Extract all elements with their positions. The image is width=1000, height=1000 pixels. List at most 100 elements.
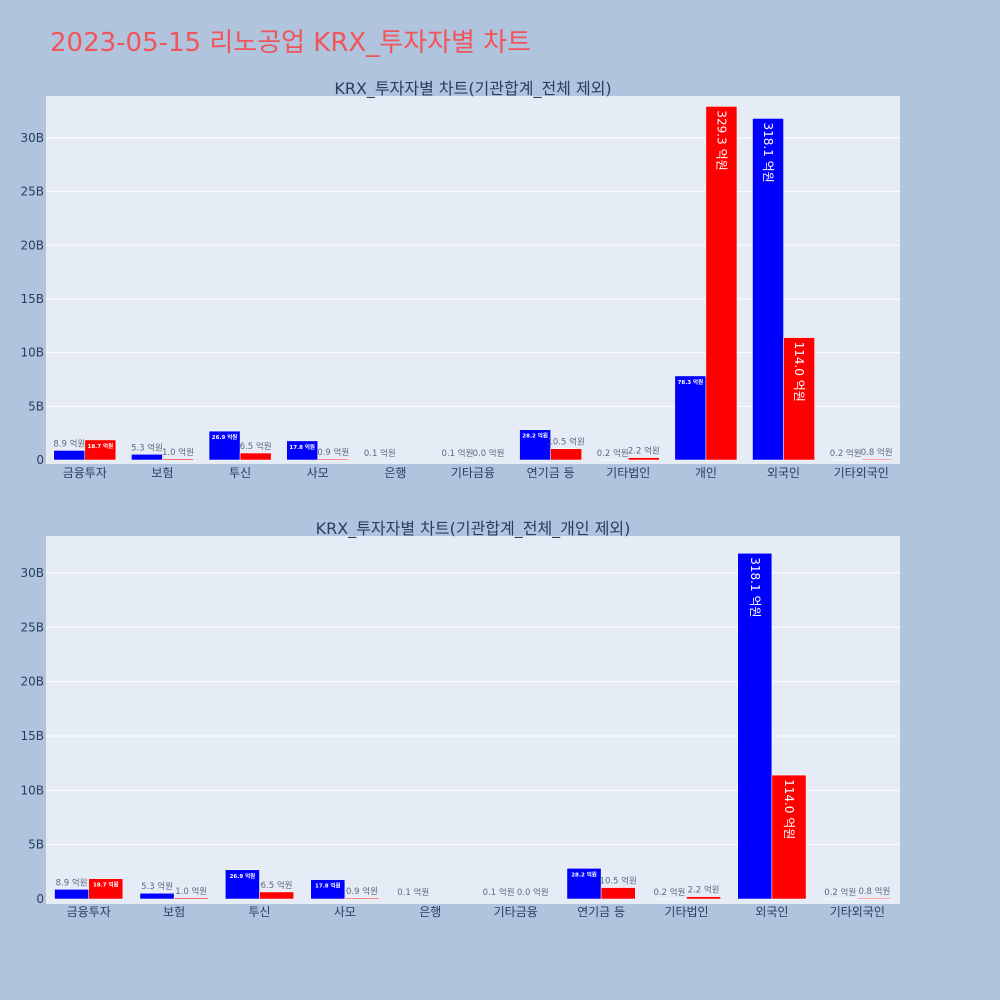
data-label: 8.9 억원 xyxy=(53,438,85,449)
y-tick-label: 20B xyxy=(20,238,44,252)
data-label: 318.1 억원 xyxy=(748,557,762,617)
bar xyxy=(566,868,602,900)
x-tick-label: 기타외국인 xyxy=(830,905,885,919)
data-label: 5.3 억원 xyxy=(131,442,163,453)
bar xyxy=(705,106,738,461)
data-label: 0.1 억원 xyxy=(442,448,474,459)
bar xyxy=(628,457,660,461)
data-label: 10.5 억원 xyxy=(600,876,637,887)
data-label: 0.0 억원 xyxy=(517,887,549,898)
data-label: 2.2 억원 xyxy=(688,885,720,896)
data-label: 0.1 억원 xyxy=(364,448,396,459)
bar xyxy=(54,889,89,900)
x-tick-label: 연기금 등 xyxy=(527,466,575,480)
y-tick-label: 5B xyxy=(28,838,44,852)
data-label: 2.2 억원 xyxy=(628,446,660,457)
data-label: 17.8 억원 xyxy=(289,443,315,451)
page-title: 2023-05-15 리노공업 KRX_투자자별 차트 xyxy=(50,28,532,58)
x-tick-label: 외국인 xyxy=(755,905,788,919)
x-tick-label: 연기금 등 xyxy=(577,905,625,919)
data-label: 18.7 억원 xyxy=(93,881,119,889)
data-label: 0.2 억원 xyxy=(653,887,685,898)
bar xyxy=(686,896,721,900)
y-tick-label: 10B xyxy=(20,346,44,360)
chart-title: KRX_투자자별 차트(기관합계_전체_개인 제외) xyxy=(316,519,631,539)
x-tick-label: 기타법인 xyxy=(606,466,650,480)
x-tick-label: 투신 xyxy=(248,905,270,919)
x-tick-label: 금융투자 xyxy=(63,466,107,480)
data-label: 0.2 억원 xyxy=(830,448,862,459)
bar xyxy=(519,429,551,461)
data-label: 6.5 억원 xyxy=(240,441,272,452)
data-label: 28.2 억원 xyxy=(571,870,597,878)
bar xyxy=(771,774,807,900)
data-label: 318.1 억원 xyxy=(761,122,775,182)
y-tick-label: 15B xyxy=(20,292,44,306)
bar xyxy=(344,897,380,900)
bar xyxy=(550,448,582,461)
bar xyxy=(310,879,346,900)
data-label: 0.2 억원 xyxy=(824,887,856,898)
x-tick-label: 외국인 xyxy=(767,466,800,480)
bar xyxy=(857,897,892,900)
bar xyxy=(173,897,209,900)
x-tick-label: 은행 xyxy=(419,904,441,919)
chart-1: 0 5B 10B 15B 20B 25B 30B KRX_투자자별 차트(기관합계_전체 제외… xyxy=(20,79,900,480)
data-label: 114.0 억원 xyxy=(782,779,796,839)
data-label: 0.8 억원 xyxy=(861,447,893,458)
y-tick-label: 0 xyxy=(36,453,44,467)
bar xyxy=(88,878,124,900)
x-tick-label: 기타외국인 xyxy=(834,466,889,480)
data-label: 1.0 억원 xyxy=(162,447,194,458)
data-label: 26.9 억원 xyxy=(212,433,238,441)
data-label: 0.9 억원 xyxy=(317,447,349,458)
bar xyxy=(208,430,241,461)
x-tick-label: 사모 xyxy=(307,466,329,480)
x-tick-label: 기타금융 xyxy=(494,905,538,919)
data-label: 28.2 억원 xyxy=(522,432,548,440)
data-label: 26.9 억원 xyxy=(230,872,256,880)
x-tick-label: 보험 xyxy=(163,905,185,919)
x-tick-label: 개인 xyxy=(695,466,717,480)
x-tick-label: 투신 xyxy=(229,466,251,480)
bar xyxy=(162,458,194,461)
x-tick-label: 기타금융 xyxy=(451,466,495,480)
bar xyxy=(225,869,260,900)
data-label: 329.3 억원 xyxy=(714,110,728,170)
bar xyxy=(674,375,707,461)
x-tick-label: 은행 xyxy=(384,465,406,480)
bar xyxy=(600,887,636,900)
data-label: 5.3 억원 xyxy=(141,881,173,892)
data-label: 6.5 억원 xyxy=(261,880,293,891)
y-tick-label: 25B xyxy=(20,185,44,199)
bar xyxy=(131,454,163,461)
bar xyxy=(860,458,893,461)
y-tick-label: 5B xyxy=(28,399,44,413)
bar xyxy=(53,450,86,461)
x-tick-label: 보험 xyxy=(151,466,173,480)
data-label: 17.8 억원 xyxy=(315,882,341,890)
data-label: 78.3 억원 xyxy=(678,378,704,386)
x-tick-label: 사모 xyxy=(334,905,356,919)
y-tick-label: 30B xyxy=(20,131,44,145)
data-label: 0.1 억원 xyxy=(483,887,515,898)
chart-2: 0 5B 10B 15B 20B 25B 30B KRX_투자자별 차트(기관합계_전체_개인… xyxy=(20,519,900,919)
data-label: 0.2 억원 xyxy=(597,448,629,459)
bar xyxy=(286,440,318,461)
data-label: 1.0 억원 xyxy=(175,886,207,897)
bar xyxy=(259,891,294,900)
data-label: 0.0 억원 xyxy=(473,448,505,459)
bar xyxy=(752,118,784,461)
data-label: 0.9 억원 xyxy=(346,886,378,897)
y-tick-label: 25B xyxy=(20,620,44,634)
bar xyxy=(239,452,272,461)
y-tick-label: 0 xyxy=(36,892,44,906)
y-tick-label: 15B xyxy=(20,729,44,743)
bar xyxy=(317,458,350,461)
data-label: 114.0 억원 xyxy=(792,342,806,402)
data-label: 10.5 억원 xyxy=(548,437,585,448)
y-tick-label: 10B xyxy=(20,783,44,797)
data-label: 0.8 억원 xyxy=(858,886,890,897)
bar xyxy=(139,892,175,900)
